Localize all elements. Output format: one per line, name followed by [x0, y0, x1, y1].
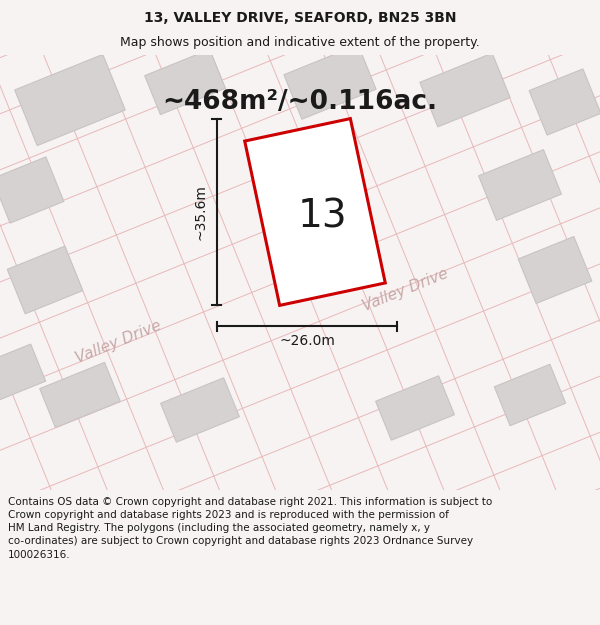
Polygon shape	[529, 69, 600, 135]
Polygon shape	[479, 149, 562, 221]
Polygon shape	[145, 49, 226, 114]
Text: 13, VALLEY DRIVE, SEAFORD, BN25 3BN: 13, VALLEY DRIVE, SEAFORD, BN25 3BN	[144, 11, 456, 24]
Polygon shape	[420, 53, 510, 127]
Polygon shape	[15, 54, 125, 146]
Polygon shape	[271, 194, 349, 276]
Polygon shape	[0, 344, 46, 400]
Polygon shape	[245, 119, 385, 306]
Text: 13: 13	[298, 198, 348, 236]
Text: Valley Drive: Valley Drive	[73, 318, 163, 366]
Polygon shape	[284, 45, 376, 119]
Polygon shape	[7, 246, 83, 314]
Polygon shape	[161, 378, 239, 442]
Polygon shape	[494, 364, 566, 426]
Polygon shape	[518, 236, 592, 304]
Polygon shape	[40, 362, 121, 428]
Text: ~35.6m: ~35.6m	[194, 184, 208, 240]
Polygon shape	[376, 376, 454, 440]
Polygon shape	[0, 157, 64, 223]
Text: ~26.0m: ~26.0m	[279, 334, 335, 348]
Text: Valley Drive: Valley Drive	[360, 266, 450, 314]
Text: Contains OS data © Crown copyright and database right 2021. This information is : Contains OS data © Crown copyright and d…	[8, 497, 492, 559]
Text: ~468m²/~0.116ac.: ~468m²/~0.116ac.	[163, 89, 437, 115]
Text: Map shows position and indicative extent of the property.: Map shows position and indicative extent…	[120, 36, 480, 49]
